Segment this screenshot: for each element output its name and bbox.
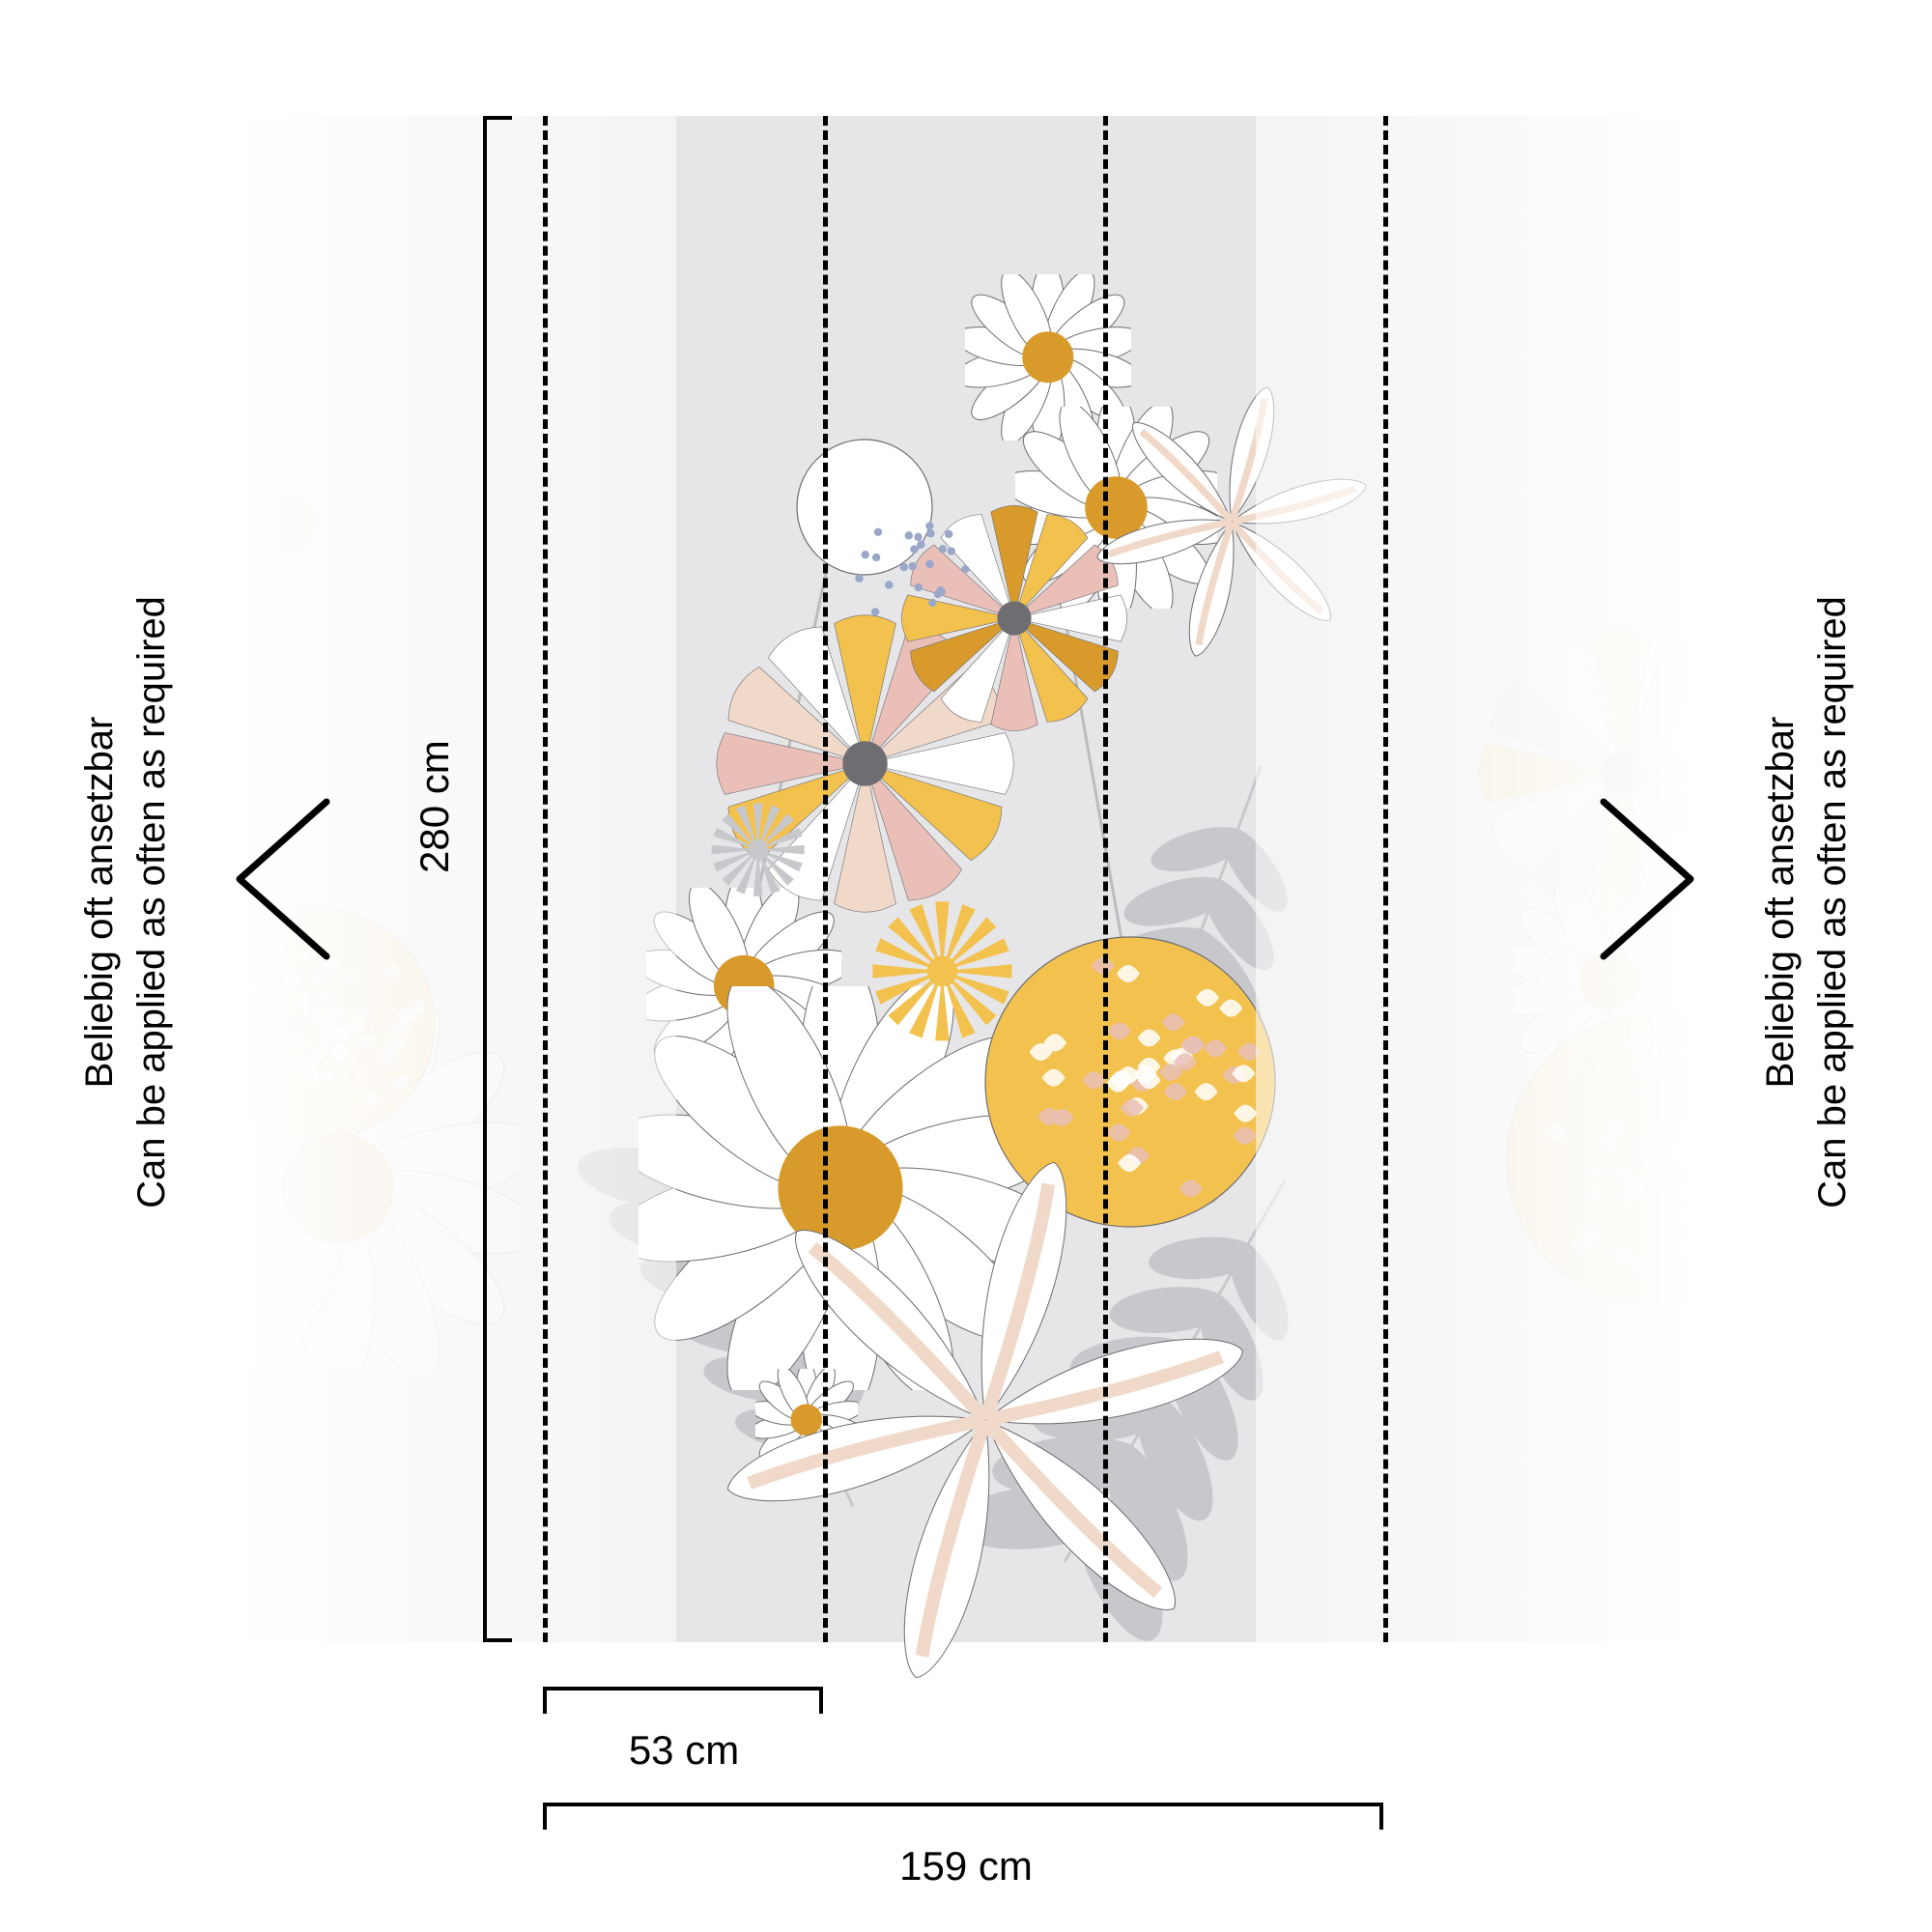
repeat-note-right: Beliebig oft ansetzbar Can be applied as… (1754, 564, 1859, 1240)
diagram-stage: 280 cm 53 cm 159 cm Beliebig oft ansetzb… (0, 0, 1932, 1932)
panel-line-4 (1383, 116, 1388, 1642)
panel-width-dimension-line (543, 1687, 823, 1714)
repeat-note-right-line2: Can be applied as often as required (1806, 564, 1859, 1240)
height-dimension-line (483, 116, 512, 1642)
ghost-dot-left (253, 490, 317, 554)
panel-width-dimension-label: 53 cm (597, 1727, 771, 1774)
star-grey (702, 794, 813, 905)
lily-top-right (1081, 371, 1382, 672)
repeat-note-left: Beliebig oft ansetzbar Can be applied as… (73, 564, 178, 1240)
panel-line-2 (823, 116, 828, 1642)
lily-bottom (696, 1131, 1274, 1709)
chevron-right-icon (1584, 782, 1719, 976)
panel-line-3 (1103, 116, 1108, 1642)
height-dimension-label: 280 cm (412, 738, 458, 873)
sunburst-yellow (859, 888, 1026, 1055)
repeat-note-left-line2: Can be applied as often as required (126, 564, 178, 1240)
total-width-dimension-label: 159 cm (874, 1843, 1058, 1889)
dots-blue (849, 511, 977, 639)
total-width-dimension-line (543, 1803, 1383, 1830)
panel-line-1 (543, 116, 548, 1642)
repeat-note-right-line1: Beliebig oft ansetzbar (1754, 564, 1806, 1240)
chevron-left-icon (211, 782, 346, 976)
repeat-note-left-line1: Beliebig oft ansetzbar (73, 564, 126, 1240)
